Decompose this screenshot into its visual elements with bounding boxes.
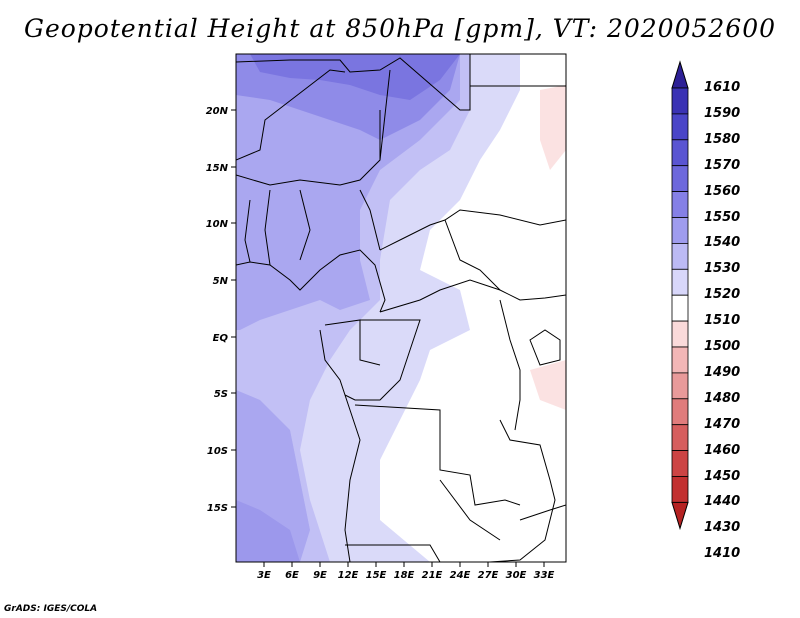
colorbar-level-label: 1560 bbox=[704, 183, 741, 199]
colorbar-swatch bbox=[671, 268, 689, 296]
colorbar-level-label: 1490 bbox=[704, 364, 741, 380]
colorbar-level-label: 1450 bbox=[704, 468, 741, 484]
colorbar-swatch bbox=[671, 372, 689, 400]
colorbar-level-label: 1610 bbox=[704, 80, 741, 95]
lon-label: 18E bbox=[394, 570, 415, 581]
colorbar-top-arrow bbox=[671, 60, 689, 89]
lon-label: 9E bbox=[313, 570, 327, 581]
lon-label: 3E bbox=[257, 570, 271, 581]
lon-label: 15E bbox=[366, 570, 387, 581]
lon-label: 30E bbox=[506, 570, 527, 581]
colorbar-swatch bbox=[671, 191, 689, 218]
lon-label: 33E bbox=[534, 570, 555, 581]
colorbar-level-label: 1550 bbox=[704, 209, 741, 225]
colorbar-swatch bbox=[671, 476, 689, 503]
lat-label: 5S bbox=[214, 389, 228, 400]
colorbar-level-label: 1590 bbox=[704, 105, 741, 121]
colorbar-level-label: 1500 bbox=[704, 339, 741, 354]
colorbar-swatch bbox=[671, 320, 689, 348]
lat-label: 5N bbox=[213, 276, 229, 287]
lat-label: 10S bbox=[207, 446, 228, 457]
colorbar-swatch bbox=[671, 346, 689, 374]
colorbar-level-label: 1440 bbox=[704, 494, 741, 510]
colorbar-swatch bbox=[671, 424, 689, 452]
colorbar-swatch bbox=[671, 165, 689, 192]
lat-label: EQ bbox=[213, 333, 229, 344]
credit-text: GrADS: IGES/COLA bbox=[4, 604, 98, 614]
contour-1550-sw bbox=[236, 500, 300, 562]
colorbar-level-label: 1460 bbox=[704, 442, 741, 458]
colorbar-swatch bbox=[671, 398, 689, 426]
contour-1500-east2 bbox=[530, 360, 566, 410]
colorbar-level-label: 1430 bbox=[704, 520, 741, 536]
lon-label: 21E bbox=[422, 570, 443, 581]
colorbar-swatch bbox=[671, 139, 689, 167]
lat-label: 15S bbox=[207, 503, 228, 514]
colorbar-swatch bbox=[671, 113, 689, 141]
colorbar-level-label: 1470 bbox=[704, 416, 741, 432]
colorbar-level-label: 1510 bbox=[704, 313, 741, 329]
colorbar-swatch bbox=[671, 87, 689, 115]
colorbar-level-label: 1480 bbox=[704, 390, 741, 406]
colorbar-bottom-arrow bbox=[671, 501, 689, 531]
height-field bbox=[236, 54, 566, 562]
contour-1560 bbox=[250, 54, 460, 100]
colorbar-level-label: 1580 bbox=[704, 131, 741, 147]
colorbar-level-label: 1410 bbox=[704, 546, 741, 562]
colorbar-level-label: 1520 bbox=[704, 287, 741, 303]
lon-label: 27E bbox=[478, 570, 499, 581]
lon-label: 6E bbox=[285, 570, 299, 581]
lon-label: 12E bbox=[338, 570, 359, 581]
map-title: Geopotential Height at 850hPa [gpm], VT:… bbox=[23, 14, 777, 43]
borders bbox=[236, 54, 566, 562]
lon-ticks bbox=[263, 562, 545, 567]
lat-label: 10N bbox=[206, 219, 229, 230]
lon-label: 24E bbox=[450, 570, 471, 581]
lat-label: 20N bbox=[206, 106, 229, 117]
colorbar-level-label: 1540 bbox=[704, 235, 741, 251]
contour-1500-east bbox=[540, 85, 566, 170]
colorbar-swatch bbox=[671, 450, 689, 477]
colorbar-level-label: 1530 bbox=[704, 261, 741, 277]
colorbar-level-label: 1570 bbox=[704, 157, 741, 173]
colorbar-swatch bbox=[671, 242, 689, 270]
lat-label: 15N bbox=[206, 163, 229, 174]
colorbar bbox=[671, 60, 689, 531]
colorbar-swatch bbox=[671, 294, 689, 322]
map-frame bbox=[235, 53, 567, 563]
lat-ticks bbox=[231, 109, 236, 508]
colorbar-swatch bbox=[671, 217, 689, 244]
